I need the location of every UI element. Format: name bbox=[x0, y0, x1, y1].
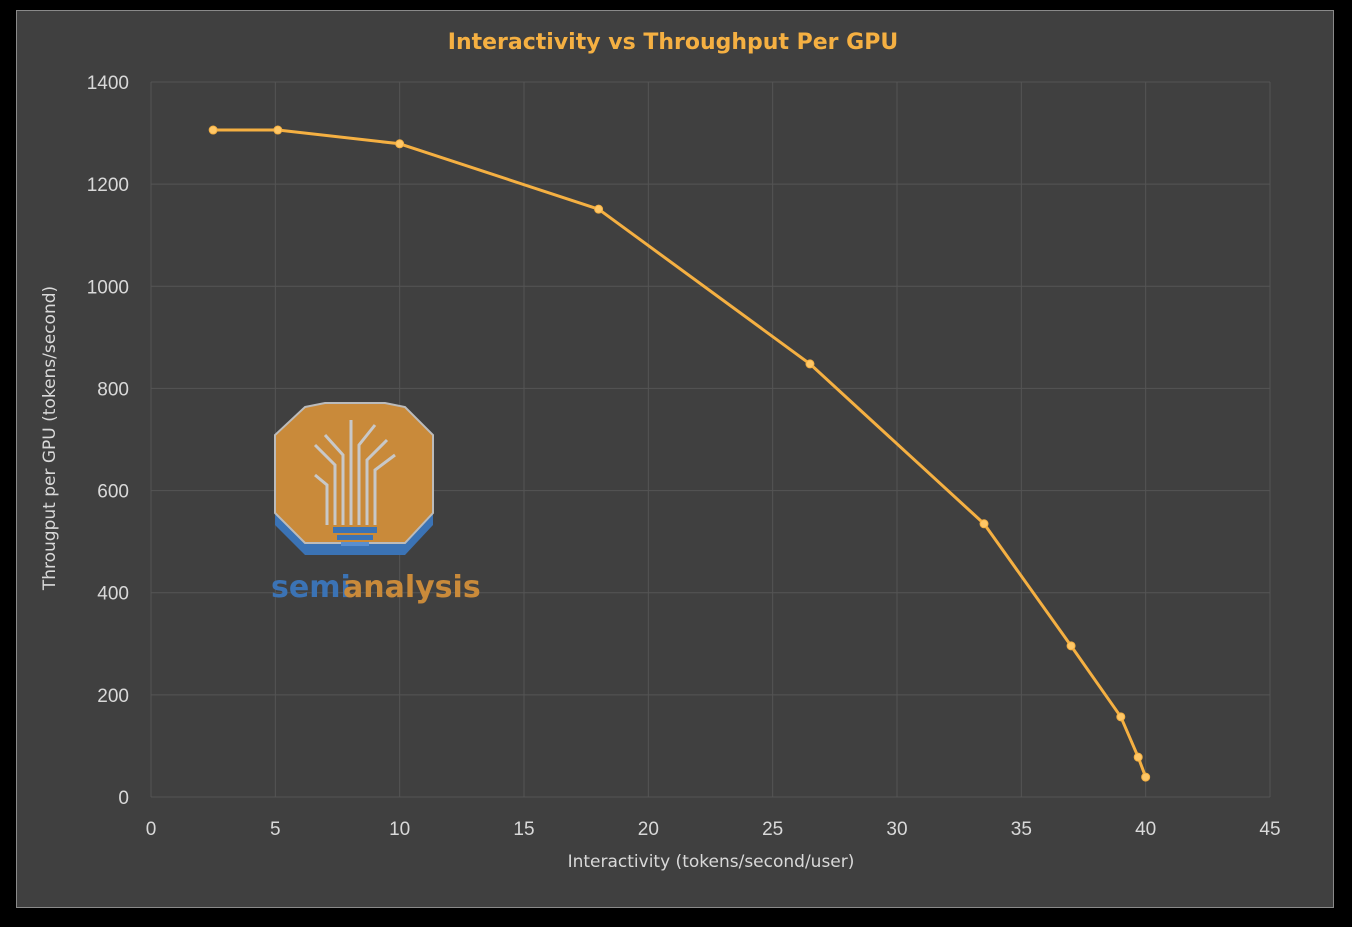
x-tick-label: 15 bbox=[513, 819, 534, 840]
x-tick-label: 20 bbox=[638, 819, 659, 840]
data-point bbox=[273, 125, 283, 135]
logo-text-semi: semi bbox=[271, 570, 351, 605]
data-point bbox=[1141, 772, 1151, 782]
data-point bbox=[208, 125, 218, 135]
data-point bbox=[1066, 641, 1076, 651]
y-tick-label: 1000 bbox=[87, 277, 129, 298]
y-axis-label: Througput per GPU (tokens/second) bbox=[40, 286, 60, 591]
y-tick-label: 1400 bbox=[87, 73, 129, 94]
data-point bbox=[979, 519, 989, 529]
y-tick-label: 200 bbox=[97, 686, 129, 707]
x-axis-label: Interactivity (tokens/second/user) bbox=[568, 852, 855, 872]
y-tick-label: 600 bbox=[97, 482, 129, 503]
data-point bbox=[1116, 712, 1126, 722]
y-tick-labels: 0 200 400 600 800 1000 1200 1400 bbox=[87, 73, 129, 809]
y-tick-label: 0 bbox=[118, 788, 129, 809]
x-tick-label: 10 bbox=[389, 819, 410, 840]
chart-panel: 0 5 10 15 20 25 30 35 40 45 0 200 400 600 800 1000 1200… bbox=[16, 10, 1334, 908]
grid bbox=[150, 81, 1271, 798]
series-line bbox=[213, 128, 1148, 778]
x-tick-label: 25 bbox=[762, 819, 783, 840]
x-tick-label: 35 bbox=[1011, 819, 1032, 840]
x-tick-label: 0 bbox=[146, 819, 157, 840]
data-points bbox=[208, 125, 1151, 782]
y-tick-label: 1200 bbox=[87, 175, 129, 196]
x-tick-label: 45 bbox=[1259, 819, 1280, 840]
data-point bbox=[594, 204, 604, 214]
x-tick-labels: 0 5 10 15 20 25 30 35 40 45 bbox=[146, 819, 1281, 840]
semianalysis-logo: semi analysis bbox=[271, 402, 481, 605]
data-point bbox=[805, 359, 815, 369]
x-tick-label: 30 bbox=[886, 819, 907, 840]
x-tick-label: 5 bbox=[270, 819, 281, 840]
chart-title: Interactivity vs Throughput Per GPU bbox=[448, 30, 898, 55]
data-point bbox=[395, 139, 405, 149]
y-tick-label: 800 bbox=[97, 379, 129, 400]
data-point bbox=[1133, 752, 1143, 762]
logo-text-analysis: analysis bbox=[343, 570, 481, 605]
x-tick-label: 40 bbox=[1135, 819, 1156, 840]
y-tick-label: 400 bbox=[97, 584, 129, 605]
